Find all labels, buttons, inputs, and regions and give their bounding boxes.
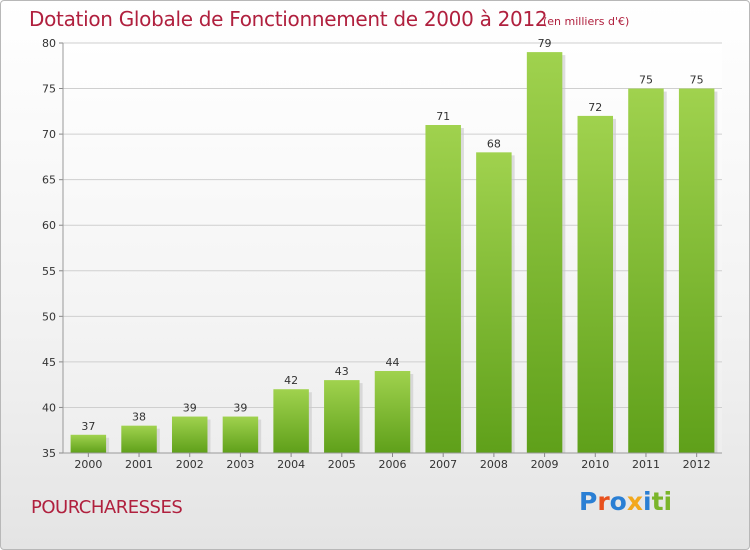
logo-letter-0: P (579, 487, 598, 516)
bar-value-label: 39 (233, 402, 247, 415)
x-tick-label: 2009 (531, 458, 559, 471)
logo-letter-5: t (651, 487, 664, 516)
bar-2000 (70, 434, 107, 453)
y-tick-label: 55 (42, 265, 56, 278)
chart-title: Dotation Globale de Fonctionnement de 20… (29, 7, 548, 31)
bars-layer: 37 38 39 39 42 43 44 71 68 79 72 75 75 (70, 37, 718, 454)
y-tick-label: 75 (42, 83, 56, 96)
commune-name: POURCHARESSES (31, 497, 183, 518)
x-tick-label: 2008 (480, 458, 508, 471)
x-tick-label: 2004 (277, 458, 305, 471)
y-tick-label: 45 (42, 356, 56, 369)
bar-value-label: 75 (690, 74, 704, 87)
x-tick-label: 2011 (632, 458, 660, 471)
x-tick-label: 2005 (328, 458, 356, 471)
bar-2001 (121, 425, 157, 453)
bar-value-label: 38 (132, 411, 146, 424)
y-tick-label: 65 (42, 174, 56, 187)
x-tick-label: 2003 (226, 458, 254, 471)
bar-value-label: 37 (81, 420, 95, 433)
x-tick-label: 2007 (429, 458, 457, 471)
logo-letter-1: r (597, 487, 610, 516)
axis-layer: 35 40 45 50 55 60 65 70 75 80 2000 2001 2002 2003 2004… (42, 37, 722, 471)
x-tick-label: 2001 (125, 458, 153, 471)
x-tick-label: 2010 (581, 458, 609, 471)
y-tick-label: 70 (42, 128, 56, 141)
y-tick-label: 35 (42, 447, 56, 460)
bar-value-label: 42 (284, 374, 298, 387)
bar-value-label: 75 (639, 74, 653, 87)
bar-2006 (374, 371, 411, 453)
chart-subtitle: (en milliers d'€) (543, 15, 630, 28)
y-tick-label: 40 (42, 401, 56, 414)
y-tick-label: 50 (42, 310, 56, 323)
bar-2010 (577, 115, 614, 453)
bar-value-label: 68 (487, 137, 501, 150)
bar-value-label: 79 (538, 37, 552, 50)
bar-2008 (476, 152, 512, 454)
bar-2002 (171, 416, 208, 453)
bar-2003 (222, 416, 259, 453)
x-tick-label: 2002 (176, 458, 204, 471)
bar-2004 (273, 389, 309, 453)
bar-2005 (324, 380, 360, 453)
bar-value-label: 39 (183, 402, 197, 415)
bar-2011 (628, 88, 664, 454)
bar-value-label: 72 (588, 101, 602, 114)
y-tick-label: 80 (42, 37, 56, 50)
y-tick-label: 60 (42, 219, 56, 232)
bar-value-label: 71 (436, 110, 450, 123)
logo-letter-2: o (609, 487, 627, 516)
bar-2007 (425, 125, 461, 453)
x-tick-label: 2000 (74, 458, 102, 471)
logo-letter-3: x (626, 487, 643, 516)
x-tick-label: 2006 (379, 458, 407, 471)
x-tick-label: 2012 (683, 458, 711, 471)
bar-2012 (678, 88, 715, 454)
proxiti-logo: Proxiti (579, 487, 672, 516)
logo-letter-4: i (643, 487, 652, 516)
bar-value-label: 43 (335, 365, 349, 378)
bar-value-label: 44 (386, 356, 400, 369)
logo-letter-6: i (663, 487, 673, 516)
bar-2009 (526, 52, 563, 453)
